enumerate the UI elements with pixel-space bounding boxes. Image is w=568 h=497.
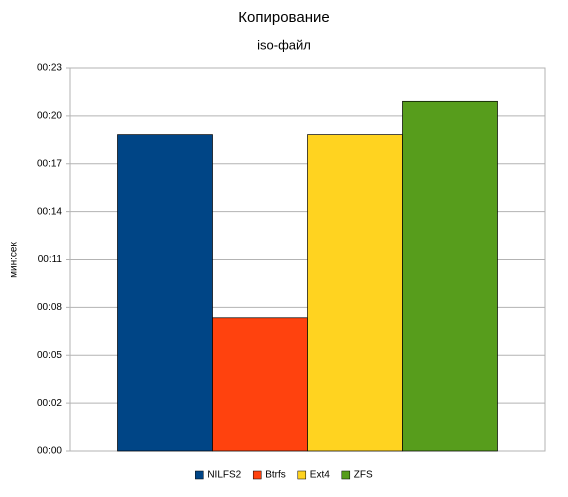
y-tick-label: 00:02 xyxy=(37,398,62,409)
y-tick-label: 00:17 xyxy=(37,158,62,169)
y-tick-label: 00:08 xyxy=(37,302,62,313)
legend-swatch xyxy=(341,470,351,480)
legend-swatch xyxy=(297,470,307,480)
chart-title: Копирование xyxy=(238,9,329,26)
bar xyxy=(307,134,403,452)
y-tick-label: 00:05 xyxy=(37,350,62,361)
legend-swatch xyxy=(252,470,262,480)
bar xyxy=(117,134,213,452)
legend-label: Btrfs xyxy=(265,470,286,481)
bar xyxy=(212,317,308,452)
y-tick-label: 00:23 xyxy=(37,63,62,74)
legend-swatch xyxy=(195,470,204,480)
y-tick-label: 00:11 xyxy=(38,254,63,265)
y-axis-label: мин:сек xyxy=(9,242,20,278)
y-tick-label: 00:14 xyxy=(37,206,62,217)
y-tick-label: 00:20 xyxy=(37,111,62,122)
legend-label: Ext4 xyxy=(310,470,330,481)
y-tick-label: 00:00 xyxy=(37,446,62,457)
legend-label: NILFS2 xyxy=(207,470,241,481)
bar xyxy=(402,100,498,452)
legend-label: ZFS xyxy=(354,470,373,481)
chart-subtitle: iso-файл xyxy=(257,37,311,52)
